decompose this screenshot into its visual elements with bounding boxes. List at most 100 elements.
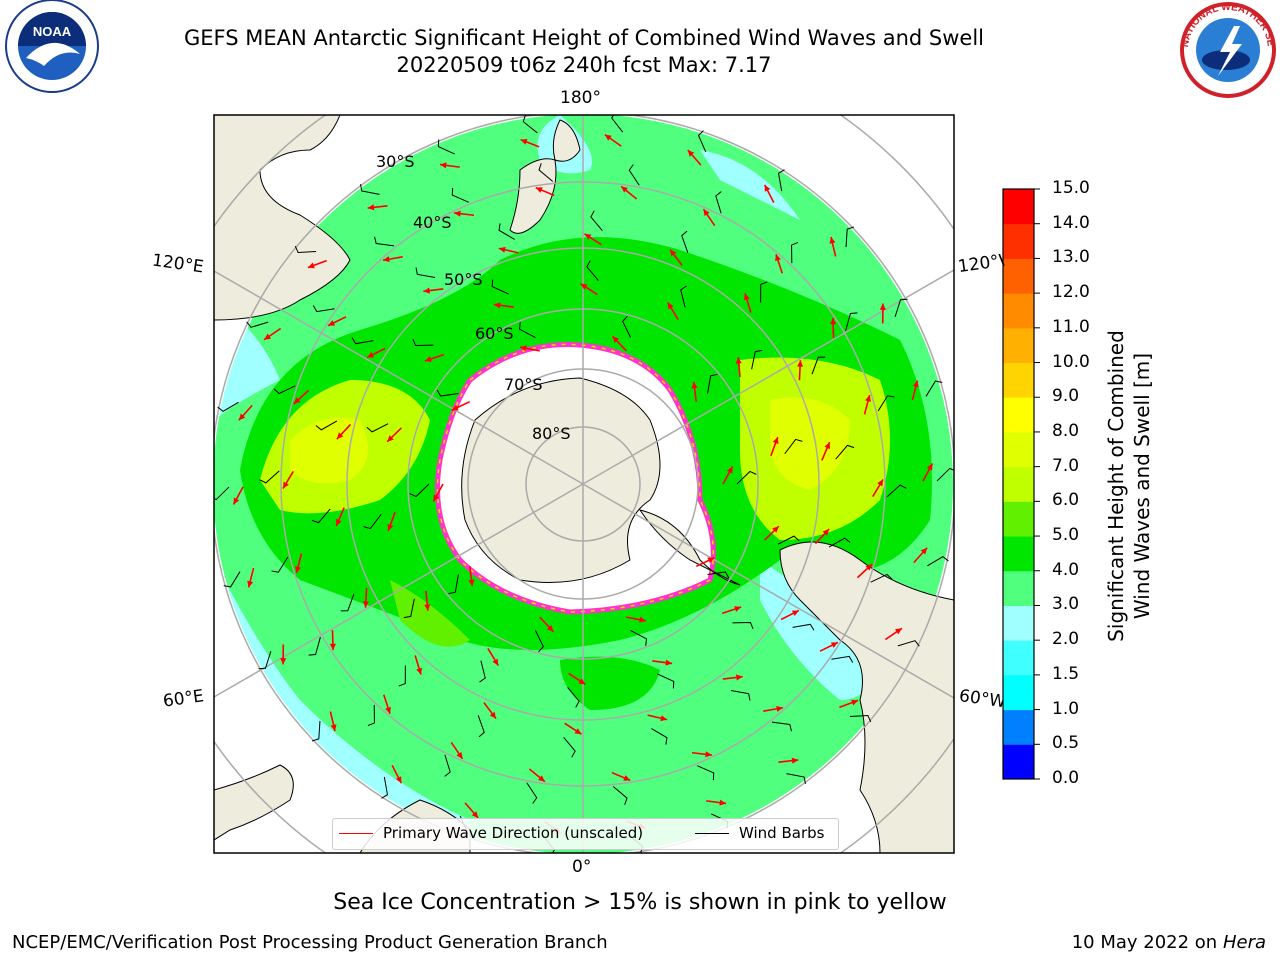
wave-arrow-head: [451, 404, 459, 411]
colorbar-tick-label: 14.0: [1052, 212, 1090, 233]
colorbar-tick-label: 12.0: [1052, 282, 1090, 303]
wave-arrow-head: [280, 658, 287, 665]
colorbar-tick-label: 5.0: [1052, 525, 1080, 546]
legend-item-wave-direction: Primary Wave Direction (unscaled): [339, 824, 643, 842]
wave-arrow-head: [791, 757, 799, 764]
wave-arrow-head: [772, 526, 779, 533]
wave-arrow-head: [456, 751, 463, 759]
wave-arrow-head: [926, 463, 933, 471]
wave-arrow-head: [238, 413, 246, 421]
wave-arrow-head: [912, 380, 919, 388]
wave-arrow-head: [520, 139, 528, 145]
wind-barb: [312, 305, 335, 313]
colorbar-segment: [1003, 258, 1034, 294]
wind-barb: [936, 467, 954, 482]
wind-barb: [308, 637, 321, 656]
wave-arrow-head: [726, 466, 733, 474]
wind-barb: [522, 115, 538, 134]
wave-arrow-head: [865, 395, 871, 402]
wind-barb: [412, 338, 434, 347]
wind-barb: [771, 721, 792, 732]
wind-barb: [715, 191, 722, 214]
colorbar-tick-label: 11.0: [1052, 316, 1090, 337]
wave-arrow-head: [797, 360, 804, 367]
colorbar-tick-label: 13.0: [1052, 247, 1090, 268]
wind-barb: [538, 163, 554, 182]
wind-barb: [448, 574, 459, 595]
wave-arrow-head: [584, 233, 592, 240]
colorbar-segment: [1003, 744, 1034, 780]
noaa-logo-text: NOAA: [33, 24, 72, 39]
nws-logo: NATIONAL WEATHER SERVICE: [1176, 0, 1276, 98]
colorbar-segment: [1003, 640, 1034, 676]
lat-label-80s: 80°S: [532, 424, 571, 443]
wave-arrow-head: [439, 162, 447, 169]
colorbar-segment: [1003, 327, 1034, 364]
wind-barb: [246, 321, 269, 328]
wave-arrow-head: [775, 254, 781, 262]
wave-arrow-head: [623, 775, 631, 781]
wind-barb: [736, 470, 757, 485]
legend-black-line: [695, 833, 729, 834]
wind-barb: [271, 556, 289, 573]
map-frame: [213, 114, 955, 854]
wave-arrow-head: [362, 601, 369, 608]
wind-barb: [657, 673, 675, 689]
wave-arrow-head: [743, 293, 750, 301]
wave-arrow-head: [385, 706, 391, 714]
wind-barb: [849, 715, 872, 723]
colorbar-segment: [1003, 431, 1034, 468]
wind-barb: [367, 704, 375, 727]
wave-arrow-head: [520, 345, 527, 352]
wave-arrow-head: [233, 497, 240, 505]
wave-arrow-head: [328, 320, 336, 326]
wave-arrow-head: [772, 437, 779, 445]
wave-arrow-head: [578, 678, 586, 685]
wind-barb: [409, 483, 430, 498]
wave-arrow-head: [894, 628, 902, 635]
wind-barb: [311, 720, 321, 742]
wave-arrow-head: [734, 606, 742, 612]
wind-barb: [217, 401, 239, 412]
wave-arrow-head: [851, 699, 859, 706]
wave-arrow-head: [830, 317, 837, 325]
wave-arrow-head: [703, 209, 710, 217]
colorbar-tick-label: 6.0: [1052, 490, 1080, 511]
wind-barb: [477, 715, 485, 738]
wave-arrow-head: [330, 724, 337, 732]
wind-barb: [498, 223, 515, 240]
wind-barb: [707, 571, 730, 579]
wind-barb: [828, 537, 851, 548]
wind-barb: [444, 754, 451, 777]
colorbar-tick-label: 0.5: [1052, 733, 1080, 754]
wave-arrow-head: [580, 283, 588, 290]
wind-barb: [835, 444, 855, 460]
wind-barb: [784, 438, 803, 455]
wind-barb: [437, 139, 455, 155]
wind-barb: [628, 164, 640, 186]
wind-barb: [697, 130, 707, 153]
colorbar-tick-label: 10.0: [1052, 351, 1090, 372]
wind-barb: [630, 630, 648, 646]
wind-barb: [590, 210, 603, 232]
wave-arrow-head: [865, 564, 873, 571]
wind-barb: [681, 230, 689, 253]
colorbar-segment: [1003, 536, 1034, 572]
wave-arrow-head: [336, 432, 344, 440]
wave-arrow-head: [498, 246, 506, 253]
wind-barb: [315, 420, 338, 431]
wind-barb: [214, 486, 230, 501]
colorbar-tick-label: 4.0: [1052, 559, 1080, 580]
wind-barb: [451, 188, 469, 203]
graticule: [214, 115, 954, 853]
legend-label-wave: Primary Wave Direction (unscaled): [383, 824, 644, 842]
wave-arrow-head: [367, 204, 375, 211]
wave-arrow-head: [416, 667, 423, 675]
wind-barb: [518, 322, 536, 338]
wave-arrow-head: [736, 674, 743, 681]
wind-barb: [786, 773, 806, 784]
wave-arrow-head: [387, 523, 394, 531]
wind-barb: [897, 640, 920, 647]
wave-arrow-head: [920, 547, 928, 555]
